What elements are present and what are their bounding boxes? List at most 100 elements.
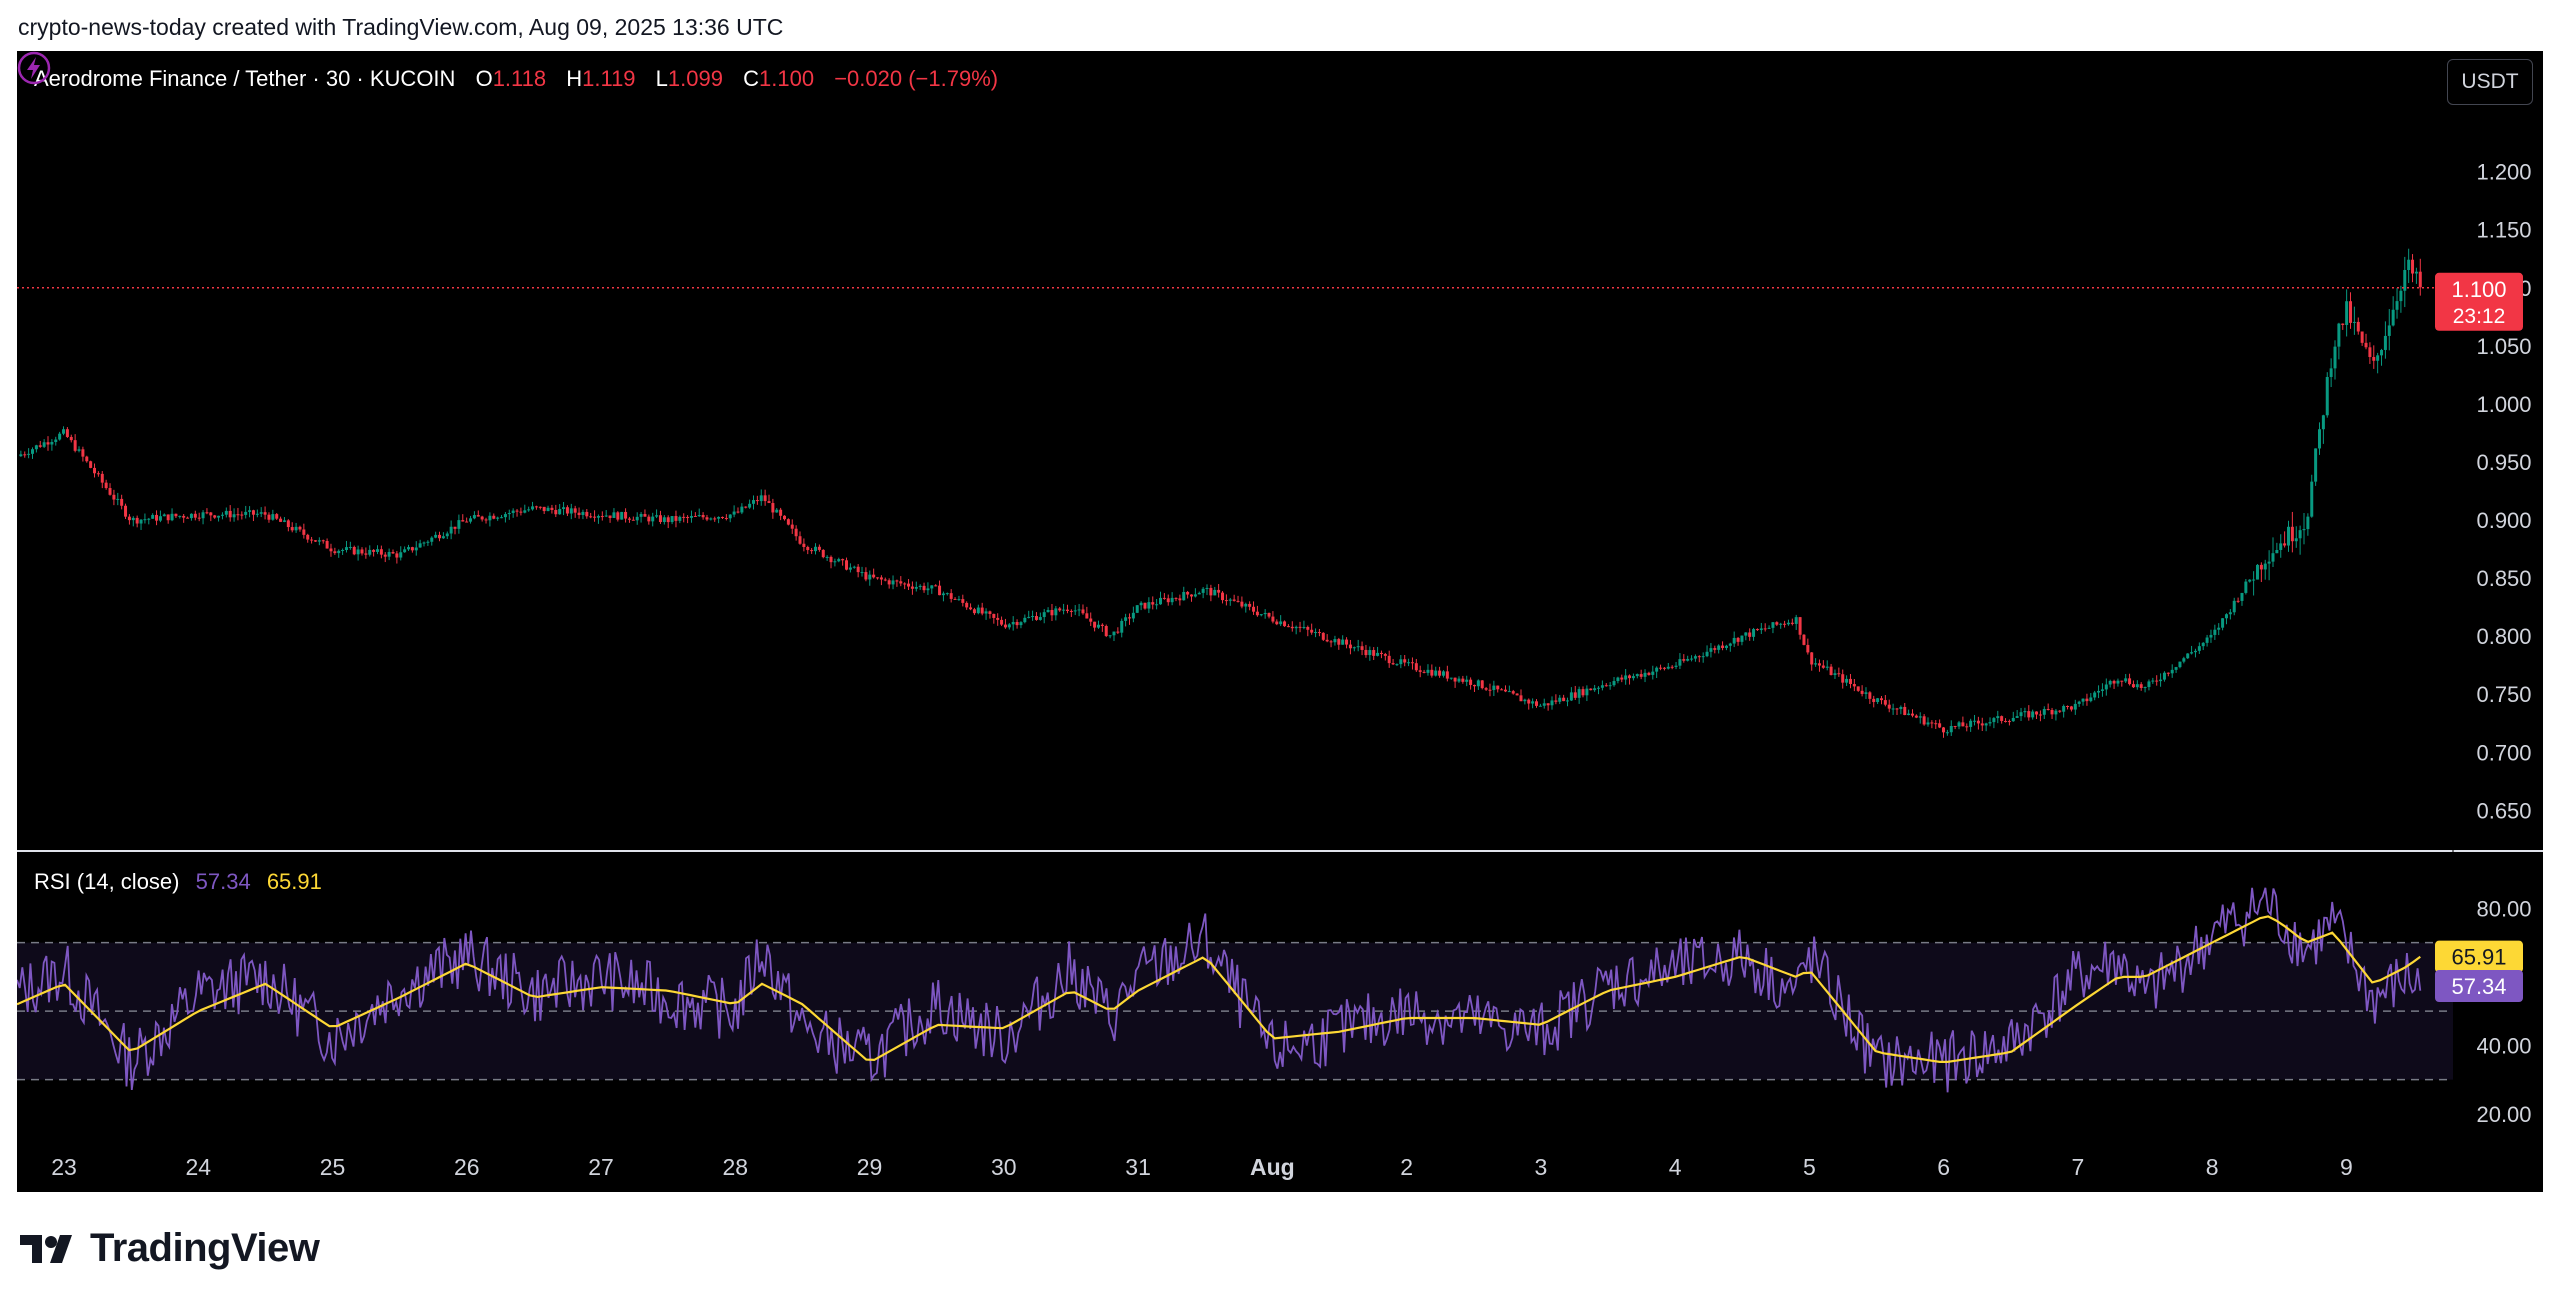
candle-body[interactable] (1686, 658, 1690, 661)
candle-body[interactable] (2356, 321, 2360, 332)
candle-body[interactable] (879, 577, 883, 580)
candle-body[interactable] (941, 593, 945, 596)
candle-body[interactable] (620, 511, 624, 520)
candle-body[interactable] (1798, 617, 1802, 635)
candle-body[interactable] (2035, 711, 2039, 715)
candle-body[interactable] (1093, 621, 1097, 628)
candle-body[interactable] (2236, 600, 2240, 602)
candle-body[interactable] (1337, 639, 1341, 645)
candle-body[interactable] (1461, 678, 1465, 682)
candle-body[interactable] (414, 547, 418, 551)
candle-body[interactable] (1620, 677, 1624, 680)
candle-body[interactable] (1744, 632, 1748, 636)
candle-body[interactable] (1205, 587, 1209, 589)
candle-body[interactable] (1430, 669, 1434, 676)
candle-body[interactable] (1763, 628, 1767, 630)
candle-body[interactable] (1965, 726, 1969, 728)
candle-body[interactable] (282, 520, 286, 522)
candle-body[interactable] (1631, 676, 1635, 679)
candle-body[interactable] (2271, 553, 2275, 562)
candle-body[interactable] (833, 561, 837, 563)
candle-body[interactable] (2259, 564, 2263, 570)
candle-body[interactable] (1662, 667, 1666, 669)
candle-body[interactable] (2155, 680, 2159, 682)
candle-body[interactable] (558, 509, 562, 515)
candle-body[interactable] (2341, 323, 2345, 325)
candle-body[interactable] (1232, 599, 1236, 601)
candle-body[interactable] (2263, 563, 2267, 570)
candle-body[interactable] (1814, 663, 1818, 665)
candle-body[interactable] (519, 511, 523, 513)
candle-body[interactable] (1593, 688, 1597, 691)
candle-body[interactable] (1011, 622, 1015, 625)
candle-body[interactable] (1550, 700, 1554, 706)
candle-body[interactable] (461, 520, 465, 522)
candle-body[interactable] (1449, 677, 1453, 679)
candle-body[interactable] (2066, 706, 2070, 708)
candle-body[interactable] (1515, 693, 1519, 696)
candle-body[interactable] (1678, 659, 1682, 666)
candle-body[interactable] (1969, 720, 1973, 727)
candle-body[interactable] (1395, 664, 1399, 666)
candle-body[interactable] (678, 516, 682, 521)
candle-body[interactable] (418, 543, 422, 548)
candle-body[interactable] (1705, 651, 1709, 657)
candle-body[interactable] (1267, 612, 1271, 617)
candle-body[interactable] (2139, 684, 2143, 688)
candle-body[interactable] (1856, 686, 1860, 691)
candle-body[interactable] (1042, 612, 1046, 618)
candle-body[interactable] (1752, 629, 1756, 637)
candle-body[interactable] (2352, 321, 2356, 323)
candle-body[interactable] (224, 510, 228, 515)
candle-body[interactable] (728, 514, 732, 519)
candle-body[interactable] (1407, 662, 1411, 664)
candle-body[interactable] (2031, 711, 2035, 718)
candle-body[interactable] (1953, 725, 1957, 727)
candle-body[interactable] (969, 607, 973, 610)
candle-body[interactable] (779, 509, 783, 516)
candle-body[interactable] (1279, 621, 1283, 625)
candle-body[interactable] (821, 549, 825, 558)
candle-body[interactable] (2349, 301, 2353, 323)
candle-body[interactable] (1538, 705, 1542, 707)
candle-body[interactable] (438, 534, 442, 539)
candle-body[interactable] (2294, 538, 2298, 542)
candle-body[interactable] (1310, 629, 1314, 633)
tradingview-logo[interactable]: TradingView (20, 1226, 320, 1271)
candle-body[interactable] (42, 442, 46, 447)
candle-body[interactable] (1465, 679, 1469, 682)
candle-body[interactable] (1124, 617, 1128, 621)
candle-body[interactable] (135, 517, 139, 524)
candle-body[interactable] (2050, 709, 2054, 715)
candle-body[interactable] (1217, 589, 1221, 593)
candle-body[interactable] (883, 579, 887, 581)
candle-body[interactable] (1697, 656, 1701, 658)
candle-body[interactable] (569, 508, 573, 514)
candle-body[interactable] (2345, 301, 2349, 325)
candle-body[interactable] (1069, 610, 1073, 612)
candle-body[interactable] (2042, 708, 2046, 715)
candle-body[interactable] (1302, 626, 1306, 628)
candle-body[interactable] (1376, 652, 1380, 656)
candle-body[interactable] (360, 549, 364, 554)
candle-body[interactable] (19, 454, 23, 457)
candle-body[interactable] (73, 440, 77, 451)
candle-body[interactable] (1934, 723, 1938, 725)
candle-body[interactable] (337, 550, 341, 554)
candle-body[interactable] (1046, 609, 1050, 613)
candle-body[interactable] (1546, 703, 1550, 706)
candle-body[interactable] (387, 551, 391, 557)
candle-body[interactable] (1527, 699, 1531, 704)
candle-body[interactable] (480, 516, 484, 520)
candle-body[interactable] (1492, 685, 1496, 691)
candle-body[interactable] (1341, 639, 1345, 645)
candle-body[interactable] (992, 613, 996, 618)
candle-body[interactable] (689, 515, 693, 518)
candle-body[interactable] (562, 507, 566, 510)
candle-body[interactable] (77, 449, 81, 451)
candle-body[interactable] (2190, 652, 2194, 654)
candle-body[interactable] (1755, 629, 1759, 631)
candle-body[interactable] (907, 583, 911, 587)
candle-body[interactable] (848, 567, 852, 570)
candle-body[interactable] (170, 513, 174, 521)
